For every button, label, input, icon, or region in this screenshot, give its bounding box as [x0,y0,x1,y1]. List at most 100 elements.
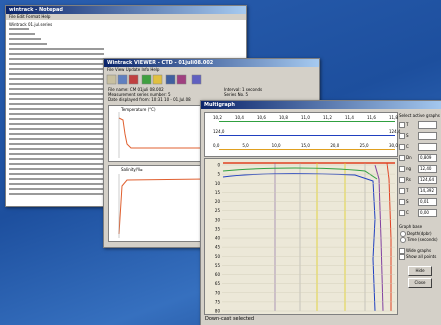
menu-bar[interactable]: File View Update Info Help [107,67,160,72]
channel-name: C [406,210,409,215]
checkbox [399,248,405,254]
depth-label: 5 [217,172,220,177]
value-field[interactable] [418,143,437,151]
button[interactable]: Hide [408,266,432,276]
scale-label: 30,0 [389,143,398,148]
text-line [9,118,104,120]
scale-label: 10,8 [279,115,288,120]
channel-name: Dn [406,155,412,160]
info-text: Measurement series number: 5 [108,92,171,97]
text-line [9,48,104,50]
depth-label: 65 [215,281,221,286]
info-text: File name: CM 01juli 08.002 [108,87,164,92]
checkbox-label: Wide graphs [406,248,432,253]
menu-bar[interactable]: File Edit Format Help [6,14,246,20]
depth-label: 80 [215,309,221,314]
text-line [9,173,104,175]
checkbox [399,210,405,216]
radio-label: Depth(dpbr) [407,231,432,236]
title-bar: Multigraph [201,101,441,109]
depth-label: 0 [217,163,220,168]
scale-line [219,121,395,122]
checkbox [399,155,405,161]
depth-label: 70 [215,290,221,295]
depth-label: 50 [215,254,221,259]
depth-label: 60 [215,272,221,277]
checkbox [399,254,405,260]
checkbox [399,177,405,183]
text-line [9,83,104,85]
scale-label: 15,0 [301,143,310,148]
scale-label: 20,0 [330,143,340,148]
text-line [9,133,104,135]
checkbox [399,166,405,172]
value-field[interactable] [418,132,437,140]
text-line [9,123,104,125]
scale-label: 10,6 [257,115,266,120]
text-line [9,73,104,75]
scale-line [219,135,395,136]
channel-name: T [406,188,409,193]
scale-panel: 10,2 10,4 10,6 10,8 11,0 11,2 11,4 11,6 11,8 124,… [204,112,400,157]
text-line [9,68,104,70]
text-line [9,38,41,40]
radio [400,231,406,237]
value-field[interactable]: 14,392 [418,187,437,195]
text-line [9,88,104,90]
scale-label: 10,4 [235,115,244,120]
salinity-plot: Salinity/‰ [108,165,210,242]
plot-area: 0 5 10 15 20 25 30 35 40 45 50 55 60 65 70 75 80 [204,158,398,315]
scale-label: 10,2 [213,115,222,120]
value-field[interactable]: 12,40 [418,165,437,173]
panel-title: Select active graphs [399,113,440,118]
group-label: Graph base [399,224,423,229]
text-line [9,183,104,185]
depth-label: 20 [215,199,221,204]
temperature-plot: Temperature (°C) [108,105,210,162]
info-text: Interval: 1 seconds [224,87,263,92]
text-line [9,138,104,140]
text-line [9,128,104,130]
plot-label: Temperature (°C) [121,107,156,112]
status-bar: Down-cast selected [205,316,255,322]
text-line [9,113,104,115]
value-field[interactable]: 0,00 [418,209,437,217]
text-line [9,153,104,155]
scale-label: 0,0 [213,143,220,148]
value-field[interactable]: 0,01 [418,198,437,206]
scale-line [219,149,395,150]
text-line [9,103,104,105]
text-line: Wintrack 01.jul.series [9,22,53,27]
checkbox [399,199,405,205]
text-line [9,58,104,60]
text-line [9,28,29,30]
channel-name: Rs [406,177,411,182]
checkbox [399,133,405,139]
scale-label: 11,6 [367,115,376,120]
depth-label: 40 [215,236,221,241]
text-line [9,78,104,80]
toolbar[interactable] [106,74,216,85]
scale-label: 11,4 [345,115,354,120]
plot-label: Salinity/‰ [121,167,143,172]
plot-curve [118,112,207,158]
text-line [9,108,104,110]
scale-label: 11,0 [301,115,310,120]
multigraph-plot: 0 5 10 15 20 25 30 35 40 45 50 55 60 65 70 75 80 [215,162,395,314]
value-field[interactable]: 0,809 [418,154,437,162]
depth-label: 30 [215,217,221,222]
button[interactable]: Close [408,278,432,288]
value-field[interactable]: 124,64 [418,176,437,184]
scale-label: 124,0 [213,129,225,134]
scale-label: 25,0 [359,143,369,148]
checkbox [399,122,405,128]
text-line [9,178,104,180]
radio-label: Time (seconds) [407,237,438,242]
text-line [9,148,104,150]
text-line [9,53,104,55]
text-line [9,158,104,160]
checkbox-label: Show all points [406,254,437,259]
scale-label: 11,8 [389,115,398,120]
value-field[interactable] [418,121,437,129]
